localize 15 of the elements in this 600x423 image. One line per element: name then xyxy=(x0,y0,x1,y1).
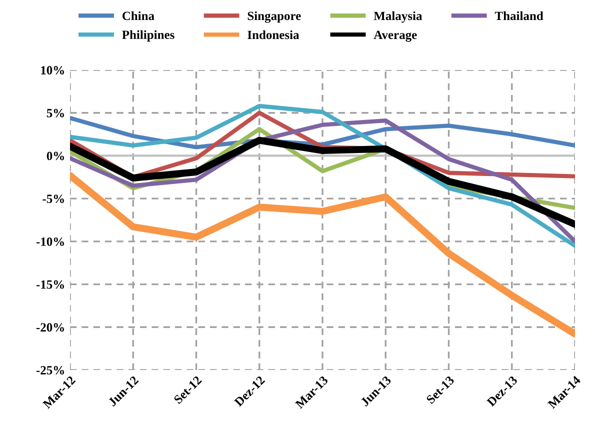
legend-label: Thailand xyxy=(494,11,544,20)
y-tick-label: 10% xyxy=(41,66,64,74)
legend-label: Indonesia xyxy=(248,30,300,40)
y-tick-label: -20% xyxy=(36,323,64,332)
y-tick-label: -10% xyxy=(36,237,64,246)
y-tick-label: -5% xyxy=(42,194,64,204)
legend-label: China xyxy=(122,11,154,20)
legend-label: Philipines xyxy=(122,30,174,42)
y-tick-label: 0% xyxy=(46,152,64,160)
legend-label: Singapore xyxy=(248,11,301,23)
y-tick-label: -15% xyxy=(36,280,64,289)
y-tick-label: 5% xyxy=(46,108,64,118)
legend-label: Malaysia xyxy=(374,11,422,23)
y-tick-label: -25% xyxy=(36,366,64,374)
legend-label: Average xyxy=(374,30,417,42)
